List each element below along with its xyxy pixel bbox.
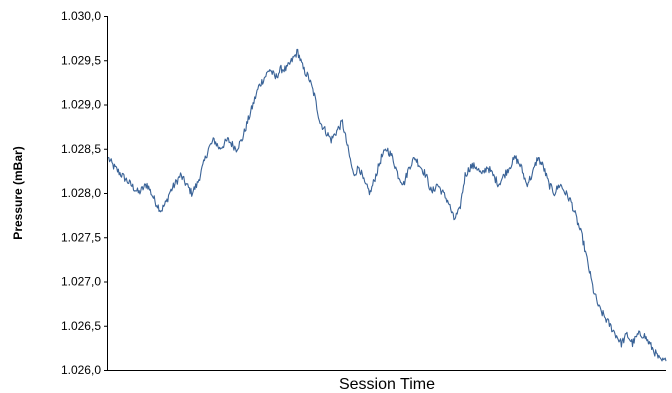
y-tick-label: 1.030,0 [61, 9, 101, 23]
y-tick-label: 1.028,0 [61, 186, 101, 200]
y-tick-label: 1.027,0 [61, 275, 101, 289]
y-axis-ticks: 1.026,0 1.026,5 1.027,0 1.027,5 1.028,0 1.028… [61, 9, 108, 377]
x-axis-title: Session Time [339, 376, 435, 393]
y-tick-label: 1.029,5 [61, 53, 101, 67]
y-tick-label: 1.026,5 [61, 319, 101, 333]
y-tick-label: 1.027,5 [61, 230, 101, 244]
y-axis-title: Pressure (mBar) [11, 146, 25, 239]
y-tick-label: 1.026,0 [61, 363, 101, 377]
y-tick-label: 1.028,5 [61, 142, 101, 156]
pressure-series-line [107, 48, 667, 362]
plot-area [107, 48, 667, 362]
y-tick-label: 1.029,0 [61, 98, 101, 112]
